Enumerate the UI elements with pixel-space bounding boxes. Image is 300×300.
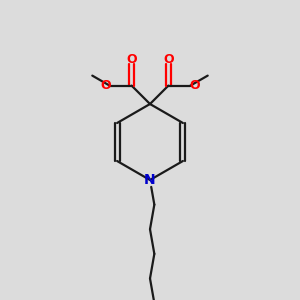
Text: O: O (189, 79, 200, 92)
Text: O: O (126, 53, 137, 66)
Text: N: N (144, 173, 156, 187)
Text: O: O (163, 53, 174, 66)
Text: O: O (100, 79, 111, 92)
